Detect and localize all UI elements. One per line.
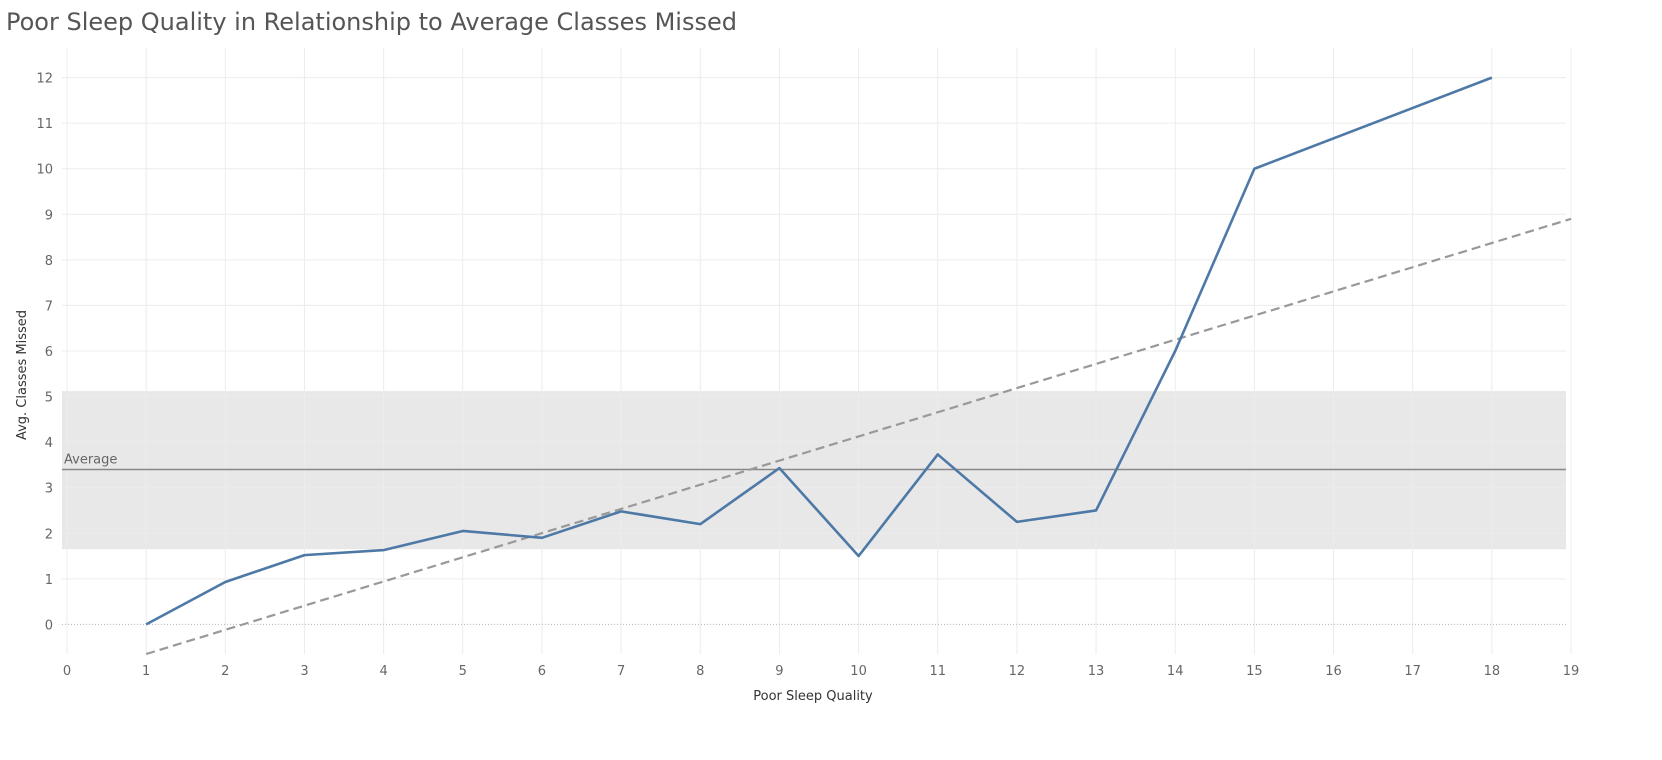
x-tick-label: 14	[1167, 664, 1184, 679]
x-tick-label: 18	[1484, 664, 1501, 679]
x-tick-label: 7	[617, 664, 625, 679]
y-tick-label: 6	[45, 345, 53, 360]
y-tick-label: 0	[45, 618, 53, 633]
x-tick-label: 6	[538, 664, 546, 679]
x-tick-label: 15	[1246, 664, 1263, 679]
series-line	[145, 76, 1493, 626]
y-tick-label: 3	[45, 482, 53, 497]
x-tick-label: 17	[1404, 664, 1421, 679]
y-axis-title: Avg. Classes Missed	[15, 310, 30, 440]
x-tick-label: 10	[850, 664, 867, 679]
average-label: Average	[64, 452, 117, 467]
trend-line	[145, 217, 1572, 656]
y-tick-label: 4	[45, 436, 53, 451]
x-tick-label: 12	[1009, 664, 1026, 679]
x-tick-label: 11	[929, 664, 946, 679]
y-tick-label: 1	[45, 573, 53, 588]
y-tick-label: 11	[36, 117, 53, 132]
x-axis-ticks: 0 1 2 3 4 5 6 7 8 9 10 11 12 13 14 15 16 17 18 19	[63, 664, 1579, 679]
chart-title: Poor Sleep Quality in Relationship to Av…	[6, 8, 737, 36]
x-tick-label: 19	[1563, 664, 1580, 679]
x-tick-label: 16	[1325, 664, 1342, 679]
y-tick-label: 2	[45, 527, 53, 542]
y-tick-label: 12	[36, 72, 53, 87]
x-tick-label: 5	[459, 664, 467, 679]
x-tick-label: 13	[1088, 664, 1105, 679]
y-tick-label: 7	[45, 299, 53, 314]
x-tick-label: 0	[63, 664, 71, 679]
y-tick-label: 10	[36, 163, 53, 178]
y-tick-label: 8	[45, 254, 53, 269]
grid-lines	[62, 48, 1572, 654]
y-tick-label: 5	[45, 391, 53, 406]
x-tick-label: 3	[300, 664, 308, 679]
x-tick-label: 9	[775, 664, 783, 679]
y-tick-label: 9	[45, 208, 53, 223]
x-tick-label: 1	[142, 664, 150, 679]
x-axis-title: Poor Sleep Quality	[753, 689, 873, 704]
x-tick-label: 4	[379, 664, 387, 679]
x-tick-label: 8	[696, 664, 704, 679]
x-tick-label: 2	[221, 664, 229, 679]
